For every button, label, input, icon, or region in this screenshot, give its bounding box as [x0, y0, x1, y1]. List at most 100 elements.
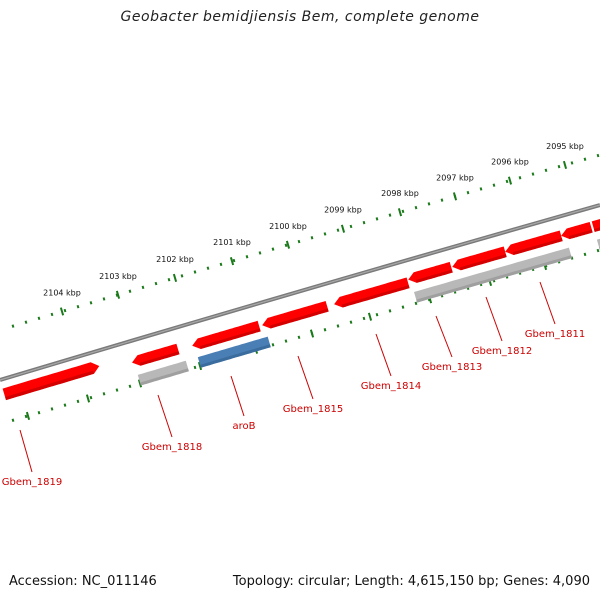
feature-gbem-1818-upper-shade [139, 351, 180, 366]
scale-tick-label: 2095 kbp [546, 142, 584, 151]
minor-tick [63, 308, 67, 313]
scale-tick-label: 2101 kbp [213, 238, 251, 247]
minor-tick [193, 365, 197, 370]
major-tick [285, 240, 291, 249]
major-tick [25, 411, 31, 421]
feature-gbem-1818-body [137, 360, 189, 386]
gene-leader-line [19, 429, 33, 473]
feature-arob-shade [200, 344, 271, 368]
minor-tick [271, 247, 275, 251]
gene-leader-line [297, 355, 314, 400]
scale-tick-label: 2102 kbp [156, 255, 194, 264]
feature-gbem-1815-body [262, 301, 329, 329]
minor-tick [141, 285, 145, 290]
feature-arob [197, 336, 271, 368]
major-tick [397, 208, 403, 217]
gene-label: aroB [233, 421, 256, 432]
feature-gbem-1809 [591, 219, 600, 232]
minor-tick [89, 395, 93, 400]
gene-label: Gbem_1812 [472, 346, 532, 357]
minor-tick [128, 384, 132, 389]
feature-arob-upper-shade [199, 328, 261, 349]
major-tick [340, 224, 346, 233]
minor-tick [570, 256, 574, 260]
minor-tick [180, 274, 184, 278]
feature-gbem-1813-upper-shade [416, 269, 453, 283]
feature-gbem-1814-body [334, 277, 410, 308]
major-tick [452, 192, 458, 201]
minor-tick [128, 289, 132, 293]
minor-tick [336, 324, 340, 328]
minor-tick [570, 161, 574, 165]
gene-label: Gbem_1813 [422, 362, 482, 373]
minor-tick [24, 320, 28, 324]
feature-gbem-1818-upper [132, 343, 180, 366]
scale-tick-label: 2096 kbp [491, 158, 529, 167]
minor-tick [310, 236, 314, 240]
minor-tick [427, 202, 431, 206]
feature-gbem-1818-shade [140, 368, 189, 386]
feature-gbem-1811 [505, 230, 563, 255]
major-tick [137, 379, 143, 388]
feature-gbem-1812-shade [459, 254, 507, 271]
minor-tick [89, 301, 93, 305]
major-tick [367, 312, 373, 321]
feature-arob-upper [192, 320, 261, 349]
minor-tick [76, 304, 80, 309]
minor-tick [414, 205, 418, 210]
minor-tick [76, 399, 80, 404]
minor-tick [401, 209, 405, 214]
gene-leader-line [539, 281, 556, 325]
gene-label: Gbem_1818 [142, 442, 202, 453]
minor-tick [115, 293, 119, 297]
feature-gbem-1813-body [414, 247, 572, 303]
genome-backbone [0, 203, 600, 382]
feature-gbem-1819-shade [5, 370, 95, 401]
feature-gbem-1819 [2, 362, 100, 401]
minor-tick [37, 410, 41, 415]
minor-tick [492, 183, 496, 187]
feature-gbem-1811-body [505, 230, 563, 255]
major-tick [309, 329, 315, 338]
gene-label: Gbem_1819 [2, 477, 62, 488]
feature-gbem-1813-upper-body [408, 261, 453, 283]
minor-tick [11, 418, 15, 422]
minor-tick [401, 305, 405, 309]
minor-tick [440, 198, 444, 202]
minor-tick [167, 277, 171, 282]
major-tick [172, 273, 178, 283]
minor-tick [284, 339, 288, 343]
minor-tick [596, 153, 600, 158]
minor-tick [50, 312, 54, 317]
gene-label: Gbem_1814 [361, 381, 421, 392]
minor-tick [102, 297, 106, 301]
feature-arob-body [197, 336, 271, 368]
feature-gbem-1811-shade [512, 238, 563, 255]
gene-leader-line [435, 315, 453, 358]
minor-tick [388, 213, 392, 217]
minor-tick [11, 324, 15, 328]
feature-gbem-1815 [262, 301, 329, 329]
minor-tick [375, 217, 379, 221]
minor-tick [24, 414, 28, 419]
minor-tick [37, 316, 41, 321]
minor-tick [323, 328, 327, 332]
gene-label: Gbem_1815 [283, 404, 343, 415]
gene-leader-line [230, 375, 245, 417]
scale-tick-label: 2097 kbp [436, 173, 474, 182]
backbone-highlight [0, 204, 600, 381]
minor-tick [362, 316, 366, 321]
scale-tick-label: 2103 kbp [99, 272, 137, 281]
feature-gbem-1810-body [561, 222, 593, 240]
minor-tick [206, 266, 210, 270]
feature-arob-upper-body [192, 320, 261, 349]
outer-tick-ring: 2095 kbp 2096 kbp 2097 kbp 2098 kbp 2099 kbp… [11, 142, 600, 328]
scale-tick-label: 2099 kbp [324, 206, 362, 215]
minor-tick [297, 239, 301, 244]
major-tick [115, 290, 121, 299]
minor-tick [479, 187, 483, 191]
scale-tick-label: 2100 kbp [269, 222, 307, 231]
minor-tick [50, 407, 54, 411]
